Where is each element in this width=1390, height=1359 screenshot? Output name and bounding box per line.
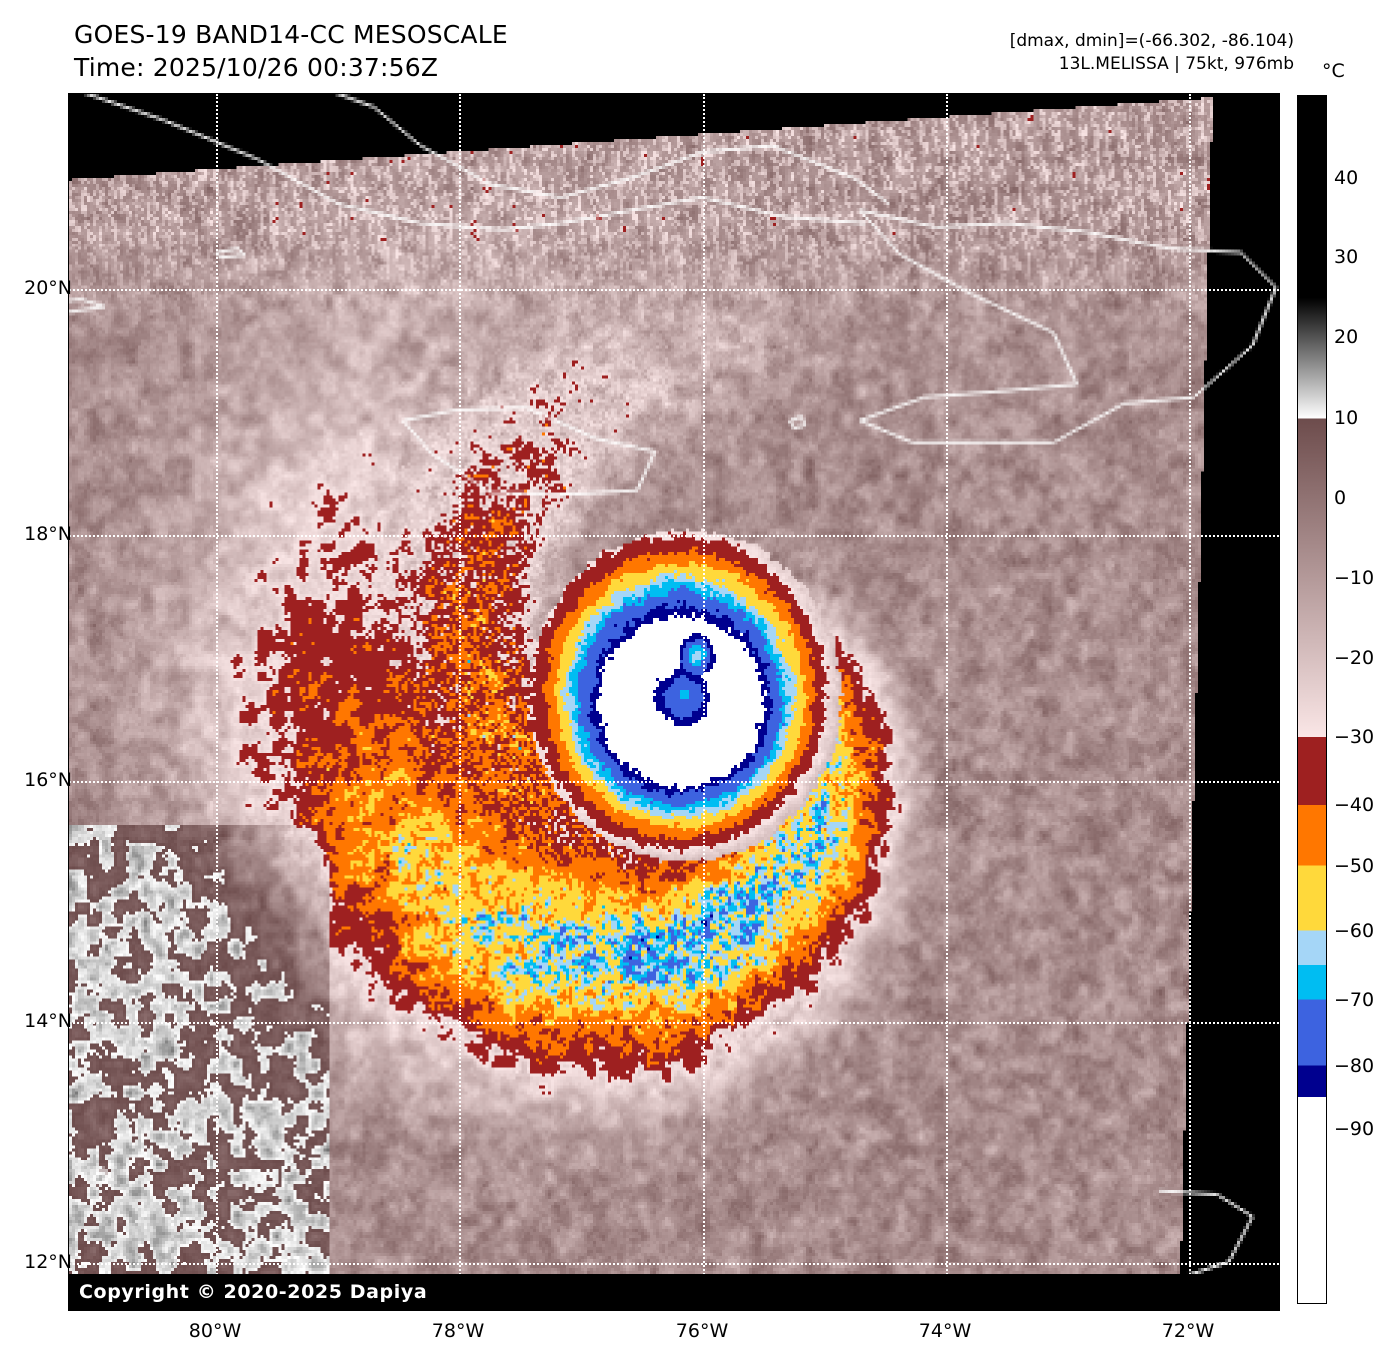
colorbar-tick-2: 20 (1334, 326, 1359, 348)
storm-info-text: 13L.MELISSA | 75kt, 976mb (1058, 54, 1294, 74)
colorbar-tick-13: −90 (1334, 1118, 1375, 1140)
copyright-banner: Copyright © 2020-2025 Dapiya (69, 1274, 1279, 1310)
colorbar-tick-11: −70 (1334, 989, 1375, 1011)
metadata-block: [dmax, dmin]=(-66.302, -86.104) 13L.MELI… (1010, 30, 1294, 76)
lon-tick-2: 76°W (675, 1320, 729, 1342)
dminmax-text: [dmax, dmin]=(-66.302, -86.104) (1009, 31, 1294, 51)
lat-tick-3: 14°N (24, 1010, 72, 1032)
colorbar-tick-0: 40 (1334, 167, 1359, 189)
lon-tick-3: 74°W (918, 1320, 972, 1342)
lon-tick-1: 78°W (431, 1320, 485, 1342)
colorbar-tick-6: −20 (1334, 647, 1375, 669)
colorbar-gradient (1298, 96, 1326, 1303)
lon-tick-4: 72°W (1161, 1320, 1215, 1342)
colorbar-tick-8: −40 (1334, 794, 1375, 816)
colorbar-tick-9: −50 (1334, 855, 1375, 877)
lon-tick-0: 80°W (188, 1320, 242, 1342)
colorbar-tick-4: 0 (1334, 487, 1347, 509)
lat-tick-2: 16°N (24, 769, 72, 791)
colorbar-tick-7: −30 (1334, 726, 1375, 748)
timestamp: Time: 2025/10/26 00:37:56Z (74, 53, 439, 82)
product-title: GOES-19 BAND14-CC MESOSCALE (74, 20, 508, 49)
satellite-map[interactable]: Copyright © 2020-2025 Dapiya (68, 93, 1280, 1311)
lat-tick-1: 18°N (24, 523, 72, 545)
colorbar[interactable] (1297, 95, 1327, 1304)
colorbar-tick-10: −60 (1334, 920, 1375, 942)
page-title: GOES-19 BAND14-CC MESOSCALE Time: 2025/1… (74, 18, 508, 84)
colorbar-tick-3: 10 (1334, 407, 1359, 429)
lat-tick-0: 20°N (24, 277, 72, 299)
colorbar-tick-12: −80 (1334, 1055, 1375, 1077)
colorbar-unit-label: °C (1322, 60, 1345, 82)
colorbar-tick-1: 30 (1334, 246, 1359, 268)
colorbar-tick-5: −10 (1334, 567, 1375, 589)
copyright-text: Copyright © 2020-2025 Dapiya (79, 1281, 428, 1303)
satellite-imagery (69, 94, 1279, 1310)
lat-tick-4: 12°N (24, 1251, 72, 1273)
